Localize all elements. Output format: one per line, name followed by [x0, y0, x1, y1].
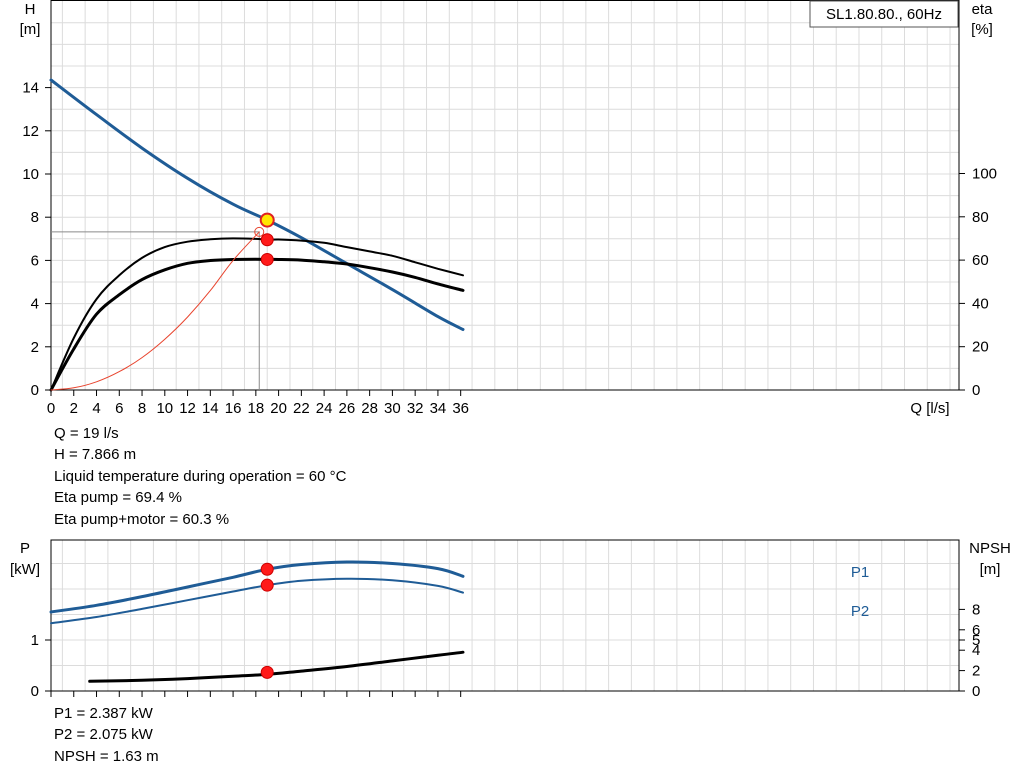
p2-series-label: P2 [851, 603, 869, 620]
legend-box-label: SL1.80.80., 60Hz [826, 6, 942, 23]
y-right-tick-label: 5 [972, 632, 980, 649]
info-head: H = 7.866 m [54, 446, 137, 464]
y-right-tick-label: 20 [972, 339, 989, 356]
x-tick-label: 32 [407, 400, 424, 417]
x-tick-label: 22 [293, 400, 310, 417]
x-tick-label: 0 [47, 400, 55, 417]
x-tick-label: 14 [202, 400, 219, 417]
y-left-axis-unit: [m] [20, 21, 41, 38]
x-tick-label: 6 [115, 400, 123, 417]
y-right-tick-label: 60 [972, 252, 989, 269]
p2-point [260, 578, 274, 592]
y-right-tick-label: 0 [972, 382, 980, 399]
duty-point [259, 212, 275, 228]
x-tick-label: 20 [270, 400, 287, 417]
x-tick-label: 26 [339, 400, 356, 417]
y-right-tick-label: 0 [972, 683, 980, 700]
y-right-tick-label: 8 [972, 601, 980, 618]
info-liquid-temp: Liquid temperature during operation = 60… [54, 467, 347, 485]
legend-box [809, 0, 959, 28]
system-intersection-marker [254, 226, 265, 237]
x-tick-label: 4 [92, 400, 100, 417]
system-curve [50, 231, 260, 391]
y-left-tick-label: 4 [31, 296, 39, 313]
eta-pump-curve [50, 237, 464, 391]
y-right-tick-label: 40 [972, 295, 989, 312]
y-left-tick-label: 0 [31, 683, 39, 700]
y-left-tick-label: 1 [31, 632, 39, 649]
y-left-axis-label: H [25, 1, 36, 18]
npsh-curve [88, 650, 465, 683]
y-right-axis-label: NPSH [969, 540, 1011, 557]
operating-info-bottom: P1 = 2.387 kW P2 = 2.075 kW NPSH = 1.63 … [54, 703, 159, 767]
info-eta-pump: Eta pump = 69.4 % [54, 489, 182, 507]
eta-total-point [260, 252, 274, 266]
head-curve [49, 78, 465, 331]
y-left-axis-label: P [20, 540, 30, 557]
y-left-tick-label: 14 [22, 80, 39, 97]
x-tick-label: 2 [70, 400, 78, 417]
operating-info-top: Q = 19 l/s H = 7.866 m Liquid temperatur… [54, 423, 346, 530]
info-eta-total: Eta pump+motor = 60.3 % [54, 510, 230, 528]
eta-total-curve [49, 257, 465, 392]
info-flow: Q = 19 l/s [54, 425, 119, 442]
npsh-point [260, 665, 274, 679]
performance-chart: 0 2 4 6 8 10 12 14 16 18 20 22 24 26 28 30 32 34 36 Q [l/s]… [20, 0, 997, 417]
info-p1: P1 = 2.387 kW [54, 705, 153, 722]
y-left-tick-label: 0 [31, 382, 39, 399]
x-tick-label: 30 [384, 400, 401, 417]
y-left-tick-label: 6 [31, 252, 39, 269]
plot-frame [50, 539, 960, 692]
y-right-tick-label: 80 [972, 209, 989, 226]
p1-series-label: P1 [851, 564, 869, 581]
x-tick-label: 34 [430, 400, 447, 417]
y-left-tick-label: 12 [22, 123, 39, 140]
info-npsh: NPSH = 1.63 m [54, 747, 159, 765]
y-right-tick-label: 2 [972, 663, 980, 680]
x-tick-label: 18 [247, 400, 264, 417]
x-tick-label: 24 [316, 400, 333, 417]
y-right-tick-label: 100 [972, 166, 997, 183]
x-tick-label: 28 [361, 400, 378, 417]
p1-point [260, 562, 274, 576]
y-right-axis-label: eta [972, 1, 994, 18]
eta-pump-point [260, 233, 274, 247]
info-p2: P2 = 2.075 kW [54, 726, 153, 744]
y-left-axis-unit: [kW] [10, 561, 40, 578]
plot-frame [50, 0, 960, 391]
y-left-tick-label: 8 [31, 209, 39, 226]
x-tick-label: 8 [138, 400, 146, 417]
y-left-tick-label: 2 [31, 339, 39, 356]
power-npsh-chart: 0 1 P [kW] 0 2 456 8 NPSH [m] P1 P2 [10, 539, 1011, 700]
y-right-axis-unit: [m] [980, 561, 1001, 578]
y-left-tick-label: 10 [22, 166, 39, 183]
x-tick-label: 36 [452, 400, 469, 417]
x-tick-label: 16 [225, 400, 242, 417]
x-tick-label: 10 [156, 400, 173, 417]
y-right-axis-unit: [%] [971, 21, 993, 38]
x-axis-label: Q [l/s] [910, 400, 949, 417]
y-right-tick-label: 6 [972, 622, 980, 639]
y-right-tick-label: 4 [972, 642, 980, 659]
x-tick-label: 12 [179, 400, 196, 417]
